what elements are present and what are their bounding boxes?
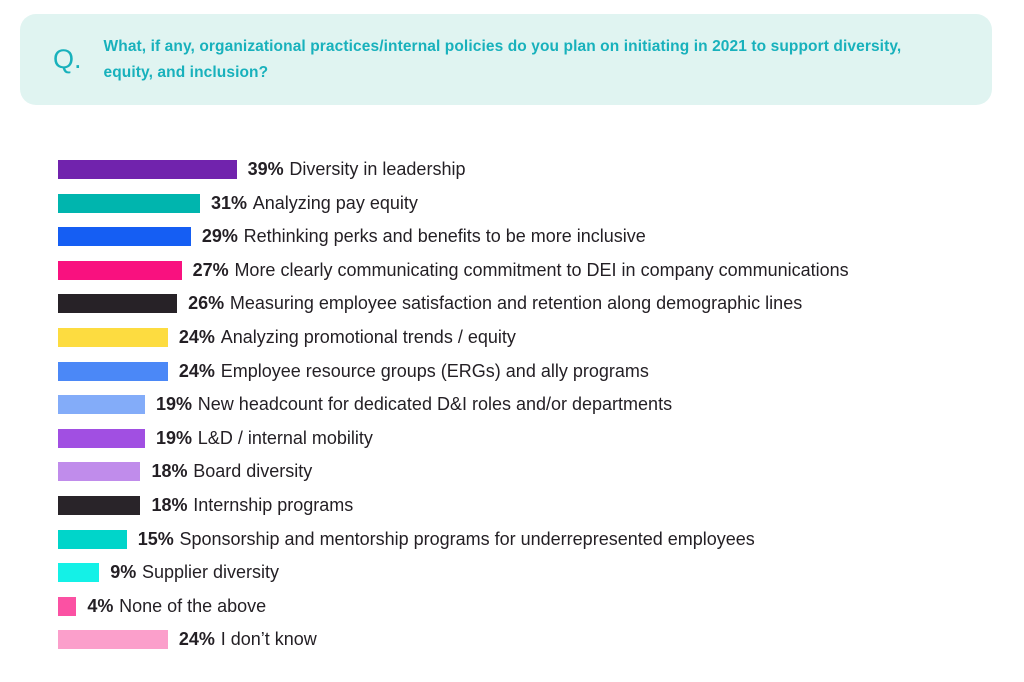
bar: [58, 361, 168, 381]
row-label: 27% More clearly communicating commitment…: [192, 259, 849, 280]
bar: [58, 160, 237, 179]
row-label: 18% Internship programs: [151, 494, 354, 515]
chart-row: 15% Sponsorship and mentorship programs f…: [58, 528, 849, 549]
row-label-text: Internship programs: [193, 494, 354, 515]
row-label-text: I don’t know: [220, 629, 317, 650]
row-label-text: New headcount for dedicated D&I roles an…: [197, 394, 673, 415]
bar: [58, 630, 168, 650]
chart-row: 4% None of the above: [58, 595, 849, 616]
row-label-text: None of the above: [119, 595, 267, 616]
bar-chart: 39% Diversity in leadership 31% Analyzing p…: [58, 160, 849, 664]
row-value: 19%: [156, 394, 193, 415]
chart-row: 26% Measuring employee satisfaction and r…: [58, 294, 849, 314]
row-label: 24% Employee resource groups (ERGs) and a…: [178, 360, 649, 381]
row-value: 18%: [151, 494, 188, 515]
question-card: Q. What, if any, organizational practice…: [20, 14, 992, 105]
chart-row: 18% Internship programs: [58, 494, 849, 515]
row-label-text: More clearly communicating commitment to…: [234, 259, 849, 280]
row-value: 31%: [210, 192, 247, 213]
row-label: 18% Board diversity: [151, 462, 312, 481]
row-value: 4%: [87, 595, 114, 616]
question-prefix: Q.: [53, 44, 82, 74]
bar: [58, 294, 178, 314]
bar: [58, 495, 141, 515]
question-text: What, if any, organizational practices/i…: [103, 37, 902, 81]
row-label: 19% L&D / internal mobility: [156, 427, 373, 448]
row-value: 24%: [178, 629, 215, 650]
bar: [58, 428, 146, 448]
row-label-text: Rethinking perks and benefits to be more…: [243, 226, 646, 247]
row-label: 4% None of the above: [87, 595, 267, 616]
bar: [58, 327, 168, 347]
bar: [58, 596, 77, 616]
row-label-text: Sponsorship and mentorship programs for …: [179, 528, 755, 549]
row-value: 29%: [201, 226, 238, 247]
row-value: 19%: [156, 427, 193, 448]
row-label: 15% Sponsorship and mentorship programs f…: [137, 528, 755, 549]
row-label-text: Analyzing promotional trends / equity: [220, 326, 516, 347]
chart-row: 18% Board diversity: [58, 462, 849, 482]
row-value: 27%: [192, 259, 229, 280]
row-value: 9%: [110, 562, 137, 583]
row-value: 26%: [188, 293, 225, 314]
row-label: 39% Diversity in leadership: [248, 160, 466, 179]
row-label-text: Diversity in leadership: [289, 159, 466, 179]
chart-row: 24% Employee resource groups (ERGs) and a…: [58, 360, 849, 381]
chart-row: 29% Rethinking perks and benefits to be m…: [58, 227, 849, 247]
row-label: 29% Rethinking perks and benefits to be m…: [202, 227, 646, 246]
row-label-text: Supplier diversity: [141, 562, 280, 583]
row-label: 9% Supplier diversity: [110, 563, 279, 582]
bar: [58, 193, 200, 213]
row-label-text: Measuring employee satisfaction and rete…: [229, 293, 803, 314]
chart-row: 24% Analyzing promotional trends / equity: [58, 326, 849, 347]
row-label-text: Employee resource groups (ERGs) and ally…: [220, 360, 649, 381]
row-label: 19% New headcount for dedicated D&I roles…: [156, 395, 672, 414]
chart-row: 19% New headcount for dedicated D&I roles…: [58, 395, 849, 415]
chart-row: 27% More clearly communicating commitment…: [58, 259, 849, 280]
row-value: 15%: [137, 528, 174, 549]
row-label: 24% I don’t know: [179, 630, 317, 649]
bar: [58, 395, 146, 415]
row-label: 24% Analyzing promotional trends / equity: [178, 326, 516, 347]
row-label: 26% Measuring employee satisfaction and r…: [188, 294, 802, 313]
chart-row: 19% L&D / internal mobility: [58, 427, 849, 448]
chart-row: 31% Analyzing pay equity: [58, 192, 849, 213]
row-label-text: Board diversity: [193, 461, 313, 482]
row-label-text: Analyzing pay equity: [252, 192, 418, 213]
chart-row: 24% I don’t know: [58, 630, 849, 650]
bar: [58, 260, 182, 280]
bar: [58, 529, 127, 549]
bar: [58, 563, 100, 583]
row-label-text: L&D / internal mobility: [197, 427, 373, 448]
chart-row: 9% Supplier diversity: [58, 563, 849, 583]
row-value: 18%: [151, 461, 188, 482]
row-value: 39%: [247, 159, 284, 179]
chart-row: 39% Diversity in leadership: [58, 160, 849, 179]
bar: [58, 462, 141, 482]
row-value: 24%: [178, 360, 215, 381]
row-value: 24%: [178, 326, 215, 347]
bar: [58, 227, 191, 247]
row-label: 31% Analyzing pay equity: [210, 192, 418, 213]
